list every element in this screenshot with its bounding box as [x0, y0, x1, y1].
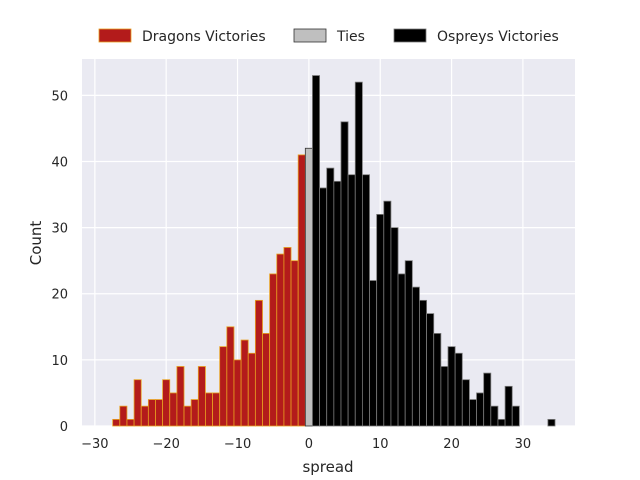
- x-tick-label: −20: [152, 437, 179, 452]
- histogram-bar: [490, 405, 499, 427]
- histogram-bar: [347, 174, 356, 427]
- y-tick-label: 0: [60, 420, 68, 435]
- histogram-bar: [504, 385, 513, 427]
- histogram-bar: [169, 392, 178, 427]
- histogram-bar: [369, 280, 378, 427]
- histogram-bar: [240, 339, 249, 427]
- histogram-bar: [333, 180, 342, 427]
- histogram-bar: [476, 392, 485, 427]
- x-tick-label: 30: [515, 437, 532, 452]
- histogram-bar: [126, 418, 135, 427]
- histogram-bar: [419, 299, 428, 427]
- histogram-bar: [297, 154, 306, 427]
- histogram-bar: [133, 379, 142, 427]
- histogram-bar: [483, 372, 492, 427]
- histogram-bar: [433, 333, 442, 427]
- histogram-bar: [183, 405, 192, 427]
- histogram-bar: [326, 167, 335, 427]
- y-tick-label: 40: [51, 155, 68, 170]
- histogram-bar: [397, 273, 406, 427]
- legend-swatch: [293, 28, 327, 43]
- histogram-bar: [190, 399, 199, 427]
- legend-label: Ties: [336, 29, 365, 45]
- histogram-bar: [247, 352, 256, 427]
- histogram-bar: [119, 405, 128, 427]
- histogram-bar: [254, 299, 263, 427]
- histogram-bar: [454, 352, 463, 427]
- histogram-bar: [112, 418, 121, 427]
- legend-swatch: [98, 28, 132, 43]
- histogram-bar: [162, 379, 171, 427]
- histogram-bar: [212, 392, 221, 427]
- x-tick-labels: −30 −20 −10 0 10 20 30: [81, 437, 531, 452]
- y-axis-title: Count: [27, 221, 45, 266]
- histogram-bar: [383, 200, 392, 427]
- histogram-bar: [361, 174, 370, 427]
- histogram-bar: [511, 405, 520, 427]
- histogram-bar: [340, 121, 349, 427]
- histogram-bar: [411, 286, 420, 427]
- histogram-bar: [497, 418, 506, 427]
- histogram-bar: [283, 247, 292, 427]
- histogram-bar: [262, 333, 271, 427]
- histogram-bar: [155, 399, 164, 427]
- legend: Dragons Victories Ties Ospreys Victories: [98, 28, 559, 45]
- histogram-bar: [140, 405, 149, 427]
- histogram-bar: [304, 147, 313, 427]
- histogram-bar: [205, 392, 213, 427]
- histogram-bar: [390, 227, 399, 427]
- histogram-bar: [404, 260, 413, 427]
- bars: [112, 75, 556, 427]
- y-tick-labels: 0 10 20 30 40 50: [51, 89, 68, 435]
- legend-label: Ospreys Victories: [437, 29, 559, 45]
- histogram-bar: [226, 326, 235, 427]
- histogram-bar: [354, 81, 363, 427]
- histogram-bar: [233, 359, 242, 427]
- x-axis-title: spread: [302, 458, 353, 476]
- histogram-bar: [461, 379, 470, 427]
- histogram-bar: [440, 366, 449, 427]
- x-tick-label: 10: [372, 437, 389, 452]
- histogram-bar: [290, 260, 299, 427]
- y-tick-label: 10: [51, 354, 68, 369]
- histogram-bar: [176, 366, 185, 427]
- x-tick-label: −10: [224, 437, 251, 452]
- histogram-bar: [469, 399, 477, 427]
- histogram-bar: [447, 346, 456, 427]
- x-tick-label: −30: [81, 437, 108, 452]
- histogram-bar: [376, 213, 385, 427]
- y-tick-label: 30: [51, 222, 68, 237]
- histogram-bar: [426, 313, 435, 427]
- histogram-bar: [312, 75, 320, 427]
- histogram-bar: [269, 273, 278, 427]
- legend-swatch: [393, 28, 427, 43]
- histogram-bar: [197, 366, 206, 427]
- histogram-bar: [276, 253, 285, 427]
- histogram-bar: [547, 418, 556, 427]
- histogram-bar: [219, 346, 228, 427]
- x-tick-label: 0: [305, 437, 313, 452]
- y-tick-label: 50: [51, 89, 68, 104]
- histogram-bar: [319, 187, 328, 427]
- y-tick-label: 20: [51, 288, 68, 303]
- legend-label: Dragons Victories: [142, 29, 266, 45]
- histogram-bar: [147, 399, 156, 427]
- x-tick-label: 20: [443, 437, 460, 452]
